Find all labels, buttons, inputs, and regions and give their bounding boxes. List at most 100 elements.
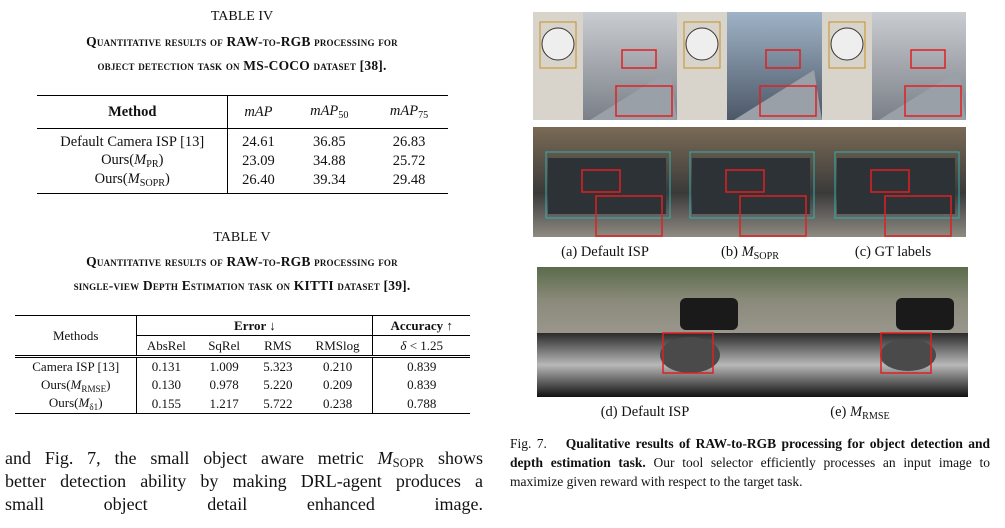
header-group: Error ↓ — [136, 315, 374, 336]
body-line: and Fig. 7, the small object aware metri… — [5, 448, 483, 471]
cell: 0.131 — [151, 358, 181, 374]
text-part: M — [377, 448, 393, 468]
cell: 0.210 — [302, 356, 374, 376]
row-name: Ours(MRMSE) — [15, 375, 138, 395]
subcaption: (a) Default ISP — [555, 244, 655, 261]
cell: 26.40 — [242, 171, 275, 188]
text-part: Ours( — [40, 376, 71, 392]
text-part: (c) GT labels — [854, 244, 932, 260]
header-cell: RMSlog — [302, 335, 374, 357]
cell: 0.155 — [151, 395, 181, 411]
caption-bold: Qualitative results of RAW-to-RGB proces… — [510, 436, 991, 470]
cell: 0.788 — [407, 395, 437, 411]
text-part: small object detail enhanced image. — [5, 494, 483, 514]
text-part: mAP — [389, 103, 419, 119]
subcaption: (e) MRMSE — [805, 404, 915, 422]
cell: 23.09 — [242, 152, 275, 169]
row-clock — [533, 12, 966, 120]
text-part: RMSE — [862, 411, 890, 422]
text-part: ) — [106, 376, 111, 392]
cell: 0.238 — [302, 394, 374, 414]
text-part: M — [850, 404, 863, 420]
header-cell: AbsRel — [137, 336, 195, 357]
row: Ours(MRMSE) 0.130 0.978 5.220 0.209 0.839 — [15, 375, 470, 395]
subcaption: (c) GT labels — [843, 244, 943, 261]
row: Ours(MSOPR) 26.40 39.34 29.48 — [37, 171, 448, 194]
table-caption: Quantitative results of RAW-to-RGB proce… — [86, 34, 398, 49]
text-part: RMS — [264, 337, 292, 353]
text-part: M — [78, 395, 90, 411]
text-part: better detection ability by making DRL-a… — [5, 471, 483, 491]
header-cell: RMS — [253, 336, 303, 357]
cell: 34.88 — [312, 152, 346, 169]
cell: 1.217 — [209, 395, 239, 411]
cell: 1.009 — [209, 358, 239, 374]
table-label: TABLE V — [213, 230, 271, 245]
text-part: Ours( — [48, 395, 79, 411]
text-part: RMSlog — [315, 337, 360, 353]
cell: 39.34 — [312, 171, 346, 188]
text-part: mAP — [244, 103, 273, 120]
header-cell: Methods — [15, 315, 138, 357]
subcaption: (b) MSOPR — [700, 244, 800, 262]
text-part: PR — [146, 159, 159, 170]
row-name: Camera ISP [13] — [15, 356, 138, 376]
cell: 26.83 — [392, 134, 426, 150]
text-part: δ — [400, 337, 407, 353]
cell: 24.61 — [242, 134, 275, 150]
text-part: (d) Default ISP — [600, 404, 690, 420]
text-part: (b) — [721, 244, 742, 260]
text-part: ) — [165, 171, 170, 187]
header-cell: Method — [37, 95, 229, 129]
cell: 0.130 — [151, 377, 181, 392]
cell: 0.839 — [407, 377, 437, 392]
text-part: ) — [98, 395, 103, 411]
table: Methods Error ↓ Accuracy ↑ AbsRel SqRel RMS RM… — [15, 315, 470, 414]
row-name: Ours(MPR) — [37, 151, 229, 171]
text-part: SOPR — [392, 456, 425, 470]
cell: 25.72 — [392, 152, 426, 169]
cell: 36.85 — [312, 134, 346, 150]
table-caption: single-view Depth Estimation task on KIT… — [73, 278, 411, 293]
text-part: Error ↓ — [234, 317, 276, 333]
text-part: SOPR — [139, 178, 166, 189]
text-part: mAP — [310, 103, 339, 119]
row-name: Default Camera ISP [13] — [37, 128, 229, 151]
header-cell: SqRel — [195, 336, 253, 357]
header-row: Method mAP mAP50 mAP75 — [37, 95, 448, 129]
text-part: M — [134, 152, 147, 168]
text-part: 75 — [418, 110, 429, 121]
text-part: (e) — [830, 404, 851, 420]
row: Ours(MPR) 23.09 34.88 25.72 — [37, 151, 448, 171]
text-part: and Fig. 7, the small object aware metri… — [5, 448, 378, 468]
header-cell: δ < 1.25 — [373, 336, 470, 357]
table-label: TABLE IV — [210, 9, 274, 24]
cell: 29.48 — [392, 171, 426, 188]
row-name: Ours(Mδ1) — [15, 394, 138, 414]
cell: 5.722 — [263, 395, 293, 411]
text-part: Accuracy ↑ — [390, 317, 453, 333]
text-part: SqRel — [208, 337, 240, 353]
header-row: AbsRel SqRel RMS RMSlog δ < 1.25 — [15, 335, 470, 357]
text-part: AbsRel — [146, 337, 186, 353]
subcaption: (d) Default ISP — [590, 404, 700, 421]
text-part: 50 — [338, 110, 349, 121]
figure-images — [533, 12, 968, 397]
text-part: Ours( — [94, 171, 128, 187]
header-group: Accuracy ↑ — [372, 315, 470, 336]
cell: 0.978 — [209, 377, 239, 392]
caption-text: Our tool selector efficiently processes … — [510, 455, 991, 489]
header-cell: mAP75 — [370, 96, 448, 129]
header-row: Methods Error ↓ Accuracy ↑ — [15, 315, 470, 357]
cell: 0.209 — [302, 375, 374, 395]
text-part: Ours( — [101, 152, 135, 168]
row-name: Ours(MSOPR) — [37, 171, 229, 194]
text-part: ) — [158, 152, 164, 168]
table-caption: Quantitative results of RAW-to-RGB proce… — [86, 254, 398, 269]
caption-label: Fig. 7. — [510, 436, 547, 451]
figure-caption: Fig. 7. Qualitative results of RAW-to-RG… — [510, 434, 990, 491]
table-caption: object detection task on MS-COCO dataset… — [97, 58, 387, 73]
row: Camera ISP [13] 0.131 1.009 5.323 0.210 0.839 — [15, 356, 470, 376]
header-cell: mAP50 — [288, 96, 370, 129]
